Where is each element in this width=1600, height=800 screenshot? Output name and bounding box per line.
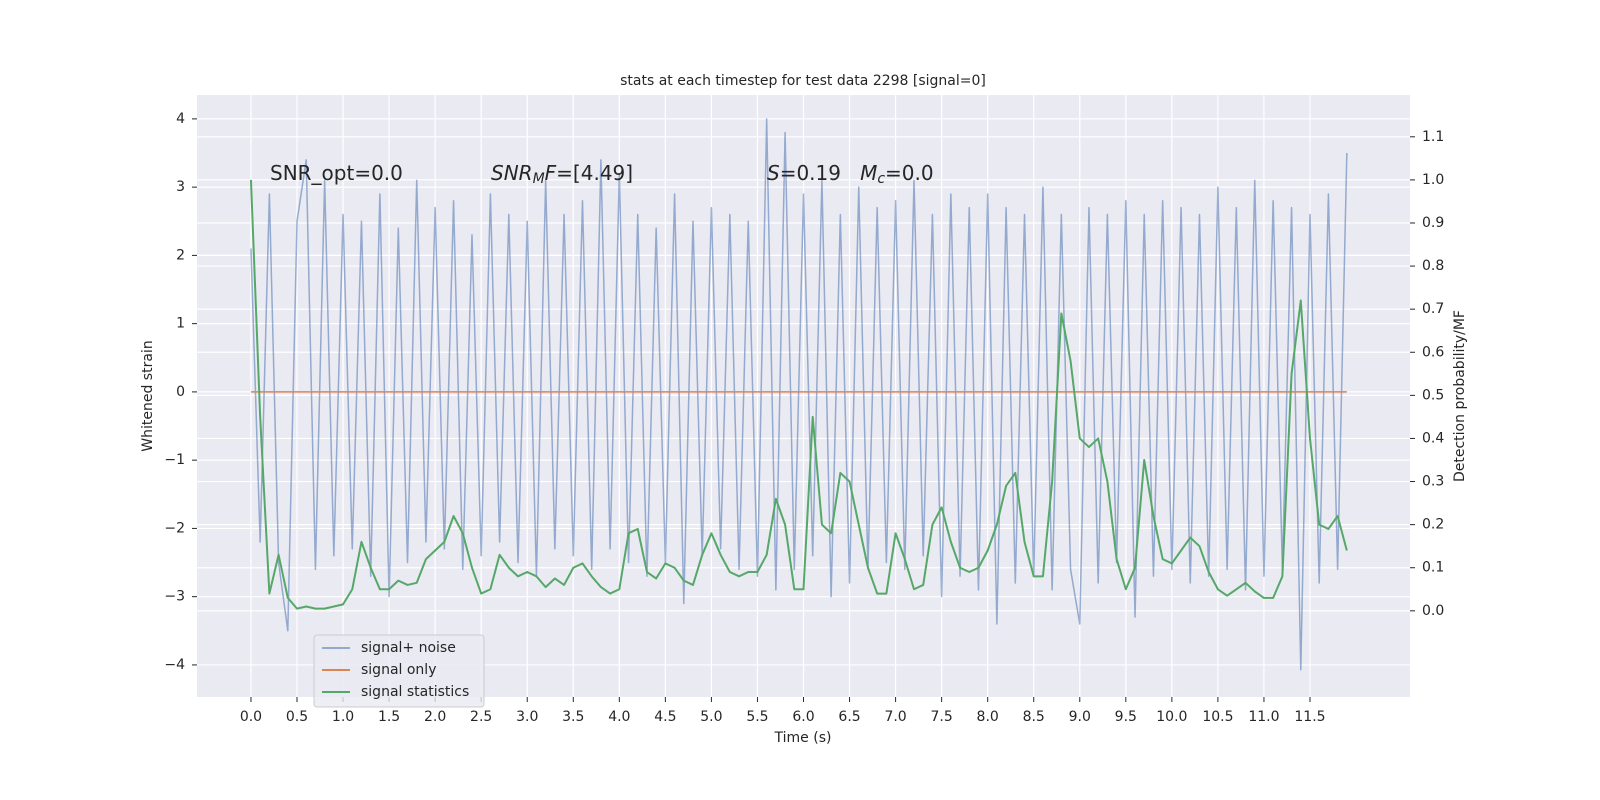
x-tick-label: 9.0 xyxy=(1069,709,1091,725)
y-tick-label: −3 xyxy=(164,589,185,605)
y2-tick-label: 0.3 xyxy=(1422,474,1444,490)
y2-tick-label: 0.5 xyxy=(1422,387,1444,403)
x-tick-label: 2.0 xyxy=(424,709,446,725)
x-tick-label: 6.0 xyxy=(792,709,814,725)
annotation: SNRMF=[4.49] xyxy=(491,161,633,188)
annotation-part: =0.19 xyxy=(780,161,860,185)
y-tick-label: 2 xyxy=(176,247,185,263)
legend-label: signal statistics xyxy=(361,684,469,700)
x-tick-label: 10.5 xyxy=(1202,709,1233,725)
series-line xyxy=(249,179,1348,610)
x-tick-label: 4.0 xyxy=(608,709,630,725)
x-tick-label: 3.0 xyxy=(516,709,538,725)
x-tick-label: 9.5 xyxy=(1115,709,1137,725)
x-tick-label: 11.5 xyxy=(1294,709,1325,725)
annotation-part: S xyxy=(767,161,780,185)
labels: 0.0 0.5 1.0 1.5 2.0 2.5 3.0 3.5 4.0 4.5 5.0 5.5 6.0 6… xyxy=(164,111,1444,725)
x-tick-label: 10.0 xyxy=(1156,709,1187,725)
annotation: S=0.19 Mc=0.0 xyxy=(767,161,934,188)
series-line xyxy=(250,118,1348,671)
x-tick-label: 7.0 xyxy=(884,709,906,725)
x-tick-label: 5.5 xyxy=(746,709,768,725)
y-tick-label: 3 xyxy=(176,179,185,195)
x-tick-label: 2.5 xyxy=(470,709,492,725)
annotation: SNR_opt=0.0 xyxy=(270,161,403,185)
y2-tick-label: 0.6 xyxy=(1422,344,1444,360)
x-tick-label: 1.0 xyxy=(332,709,354,725)
annotation-part: =[4.49] xyxy=(556,161,633,185)
x-tick-label: 6.5 xyxy=(838,709,860,725)
x-tick-label: 4.5 xyxy=(654,709,676,725)
x-tick-label: 5.0 xyxy=(700,709,722,725)
annotation-part: F xyxy=(545,161,557,185)
y-tick-label: 0 xyxy=(176,384,185,400)
annotation-part: SNR xyxy=(491,161,533,185)
y2-tick-label: 0.2 xyxy=(1422,517,1444,533)
annotation-part: M xyxy=(533,171,545,187)
y2-tick-label: 0.7 xyxy=(1422,301,1444,317)
x-tick-label: 8.5 xyxy=(1023,709,1045,725)
y2-tick-label: 0.9 xyxy=(1422,215,1444,231)
x-axis-label: Time (s) xyxy=(774,730,832,746)
y2-tick-label: 0.8 xyxy=(1422,258,1444,274)
y-axis-label: Whitened strain xyxy=(140,340,156,451)
x-tick-label: 0.0 xyxy=(240,709,262,725)
x-tick-label: 1.5 xyxy=(378,709,400,725)
annotation-part: c xyxy=(877,171,885,187)
y-tick-label: −4 xyxy=(164,657,185,673)
y2-tick-label: 1.0 xyxy=(1422,172,1444,188)
x-tick-label: 8.0 xyxy=(977,709,999,725)
y2-tick-label: 0.0 xyxy=(1422,603,1444,619)
legend-box xyxy=(313,634,485,708)
y2-tick-label: 1.1 xyxy=(1422,129,1444,145)
x-tick-label: 0.5 xyxy=(286,709,308,725)
annotation-part: M xyxy=(860,161,877,185)
x-tick-label: 7.5 xyxy=(931,709,953,725)
y-tick-label: −1 xyxy=(164,452,185,468)
y-tick-label: −2 xyxy=(164,520,185,536)
legend-label: signal+ noise xyxy=(361,640,456,656)
y-tick-label: 1 xyxy=(176,316,185,332)
annotation-part: =0.0 xyxy=(885,161,934,185)
marks xyxy=(249,118,1348,671)
chart-title: stats at each timestep for test data 229… xyxy=(620,73,986,89)
annotation-part: SNR_opt=0.0 xyxy=(270,161,403,185)
y2-tick-label: 0.4 xyxy=(1422,430,1444,446)
y-tick-label: 4 xyxy=(176,111,185,127)
x-tick-label: 3.5 xyxy=(562,709,584,725)
x-tick-label: 11.0 xyxy=(1248,709,1279,725)
legend-label: signal only xyxy=(361,662,436,678)
y2-axis-label: Detection probability/MF xyxy=(1452,310,1468,482)
y2-tick-label: 0.1 xyxy=(1422,560,1444,576)
